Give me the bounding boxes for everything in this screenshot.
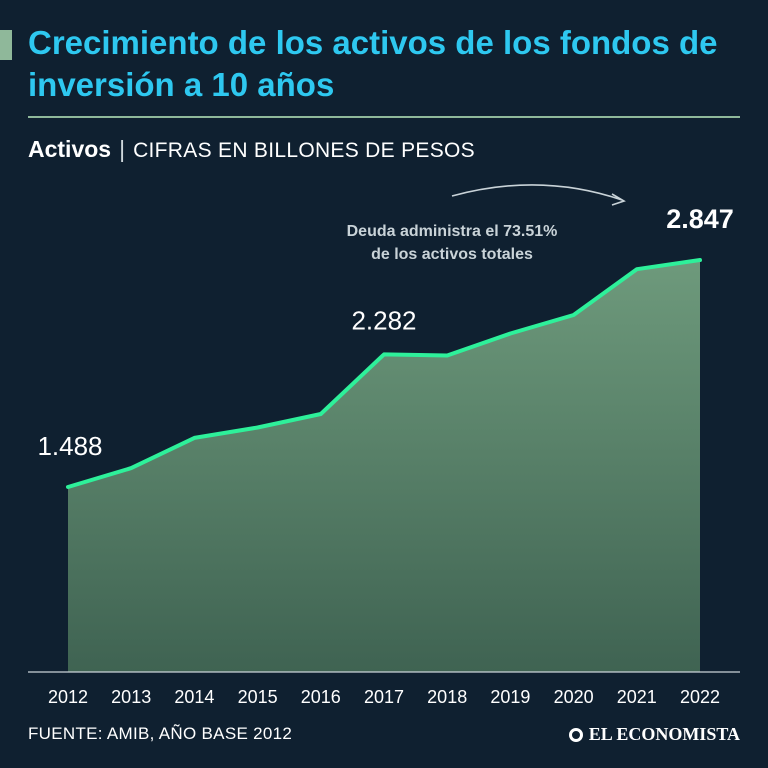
data-point-2018 — [445, 354, 449, 357]
subtitle-separator: | — [119, 136, 126, 162]
data-point-2021 — [635, 267, 639, 271]
subtitle-label: Activos — [28, 136, 112, 162]
data-label-2012: 1.488 — [37, 431, 102, 461]
annotation-arrow — [451, 184, 623, 201]
x-tick-label-2022: 2022 — [680, 687, 720, 707]
data-point-2012 — [66, 485, 70, 489]
subtitle-units: CIFRAS EN BILLONES DE PESOS — [133, 139, 475, 162]
x-tick-label-2017: 2017 — [364, 687, 404, 707]
data-point-2022 — [698, 258, 702, 262]
data-point-2016 — [319, 412, 323, 416]
annotation-text-line2: de los activos totales — [371, 246, 533, 263]
title-divider — [28, 116, 740, 118]
chart-subtitle: Activos | CIFRAS EN BILLONES DE PESOS — [28, 136, 475, 163]
logo-mark-icon — [568, 727, 583, 742]
x-tick-label-2019: 2019 — [490, 687, 530, 707]
x-tick-label-2016: 2016 — [301, 687, 341, 707]
x-tick-label-2020: 2020 — [554, 687, 594, 707]
data-point-2017 — [382, 352, 386, 356]
data-point-2013 — [129, 466, 133, 470]
x-tick-label-2018: 2018 — [427, 687, 467, 707]
title-accent-bar — [0, 30, 12, 60]
brand-logo-text: EL ECONOMISTA — [588, 724, 740, 744]
x-tick-label-2013: 2013 — [111, 687, 151, 707]
x-tick-label-2014: 2014 — [174, 687, 214, 707]
data-point-2015 — [256, 426, 260, 429]
source-note: FUENTE: AMIB, AÑO BASE 2012 — [28, 724, 293, 743]
data-label-2017: 2.282 — [351, 305, 416, 335]
data-point-2014 — [192, 436, 196, 440]
area-fill — [68, 260, 700, 672]
annotation-arrowhead — [611, 193, 626, 206]
x-tick-label-2012: 2012 — [48, 687, 88, 707]
brand-logo: EL ECONOMISTA — [568, 724, 740, 745]
annotation-text-line1: Deuda administra el 73.51% — [347, 223, 558, 240]
data-point-2020 — [572, 313, 576, 317]
x-tick-label-2015: 2015 — [238, 687, 278, 707]
data-point-2019 — [508, 332, 512, 335]
x-tick-label-2021: 2021 — [617, 687, 657, 707]
chart-title: Crecimiento de los activos de los fondos… — [28, 24, 718, 103]
data-label-2022: 2.847 — [666, 204, 734, 234]
